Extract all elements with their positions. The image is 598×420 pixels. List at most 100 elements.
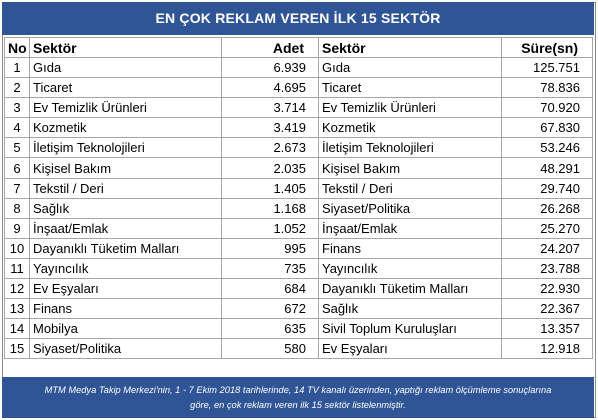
sector-by-duration: İletişim Teknolojileri <box>318 137 502 159</box>
table-row: 11 Yayıncılık 735 Yayıncılık 23.788 <box>4 257 593 280</box>
sector-by-duration: Yayıncılık <box>318 257 502 280</box>
row-no: 14 <box>4 318 30 340</box>
ad-count: 3.714 <box>221 97 319 119</box>
table-row: 10 Dayanıklı Tüketim Malları 995 Finans 24.2… <box>4 237 593 259</box>
ad-count: 6.939 <box>221 56 319 79</box>
sector-by-count: Siyaset/Politika <box>29 338 222 360</box>
ad-count: 1.405 <box>221 177 319 199</box>
row-no: 4 <box>4 117 30 139</box>
sector-by-duration: Sağlık <box>318 298 502 320</box>
table-row: 5 İletişim Teknolojileri 2.673 İletişim Tek… <box>4 137 593 159</box>
sector-by-count: Dayanıklı Tüketim Malları <box>29 237 222 259</box>
sector-by-count: Mobilya <box>29 318 222 340</box>
row-no: 11 <box>4 257 30 280</box>
ad-count: 580 <box>221 338 319 360</box>
ad-count: 1.052 <box>221 217 319 239</box>
sector-by-duration: Tekstil / Deri <box>318 177 502 199</box>
duration-seconds: 25.270 <box>501 217 593 239</box>
ad-count: 684 <box>221 278 319 300</box>
table-row: 8 Sağlık 1.168 Siyaset/Politika 26.268 <box>4 197 593 219</box>
duration-seconds: 78.836 <box>501 77 593 99</box>
duration-seconds: 23.788 <box>501 257 593 280</box>
sector-by-duration: Kozmetik <box>318 117 502 139</box>
duration-seconds: 13.357 <box>501 318 593 340</box>
sector-by-count: Ticaret <box>29 77 222 99</box>
row-no: 7 <box>4 177 30 199</box>
header-no: No <box>4 37 30 58</box>
row-no: 6 <box>4 157 30 179</box>
duration-seconds: 67.830 <box>501 117 593 139</box>
sector-by-count: Yayıncılık <box>29 257 222 280</box>
header-row: No Sektör Adet Sektör Süre(sn) <box>4 37 593 58</box>
table-row: 4 Kozmetik 3.419 Kozmetik 67.830 <box>4 117 593 139</box>
sector-by-count: Sağlık <box>29 197 222 219</box>
header-sector-count: Sektör <box>29 37 222 58</box>
header-duration: Süre(sn) <box>501 37 593 58</box>
duration-seconds: 24.207 <box>501 237 593 259</box>
ad-count: 4.695 <box>221 77 319 99</box>
sector-by-duration: Finans <box>318 237 502 259</box>
sector-by-duration: Ev Temizlik Ürünleri <box>318 97 502 119</box>
duration-seconds: 29.740 <box>501 177 593 199</box>
sector-by-count: Tekstil / Deri <box>29 177 222 199</box>
row-no: 13 <box>4 298 30 320</box>
sector-by-count: Ev Temizlik Ürünleri <box>29 97 222 119</box>
row-no: 3 <box>4 97 30 119</box>
table-row: 15 Siyaset/Politika 580 Ev Eşyaları 12.918 <box>4 338 593 360</box>
sector-by-duration: Siyaset/Politika <box>318 197 502 219</box>
footer-note: MTM Medya Takip Merkezi'nin, 1 - 7 Ekim … <box>2 377 594 418</box>
sector-by-duration: Sivil Toplum Kuruluşları <box>318 318 502 340</box>
duration-seconds: 48.291 <box>501 157 593 179</box>
table-row: 3 Ev Temizlik Ürünleri 3.714 Ev Temizlik Ür… <box>4 97 593 119</box>
row-no: 12 <box>4 278 30 300</box>
duration-seconds: 22.930 <box>501 278 593 300</box>
sector-by-duration: Ev Eşyaları <box>318 338 502 360</box>
sector-by-duration: Ticaret <box>318 77 502 99</box>
table-row: 12 Ev Eşyaları 684 Dayanıklı Tüketim Mallar… <box>4 278 593 300</box>
table-body: 1 Gıda 6.939 Gıda 125.751 2 Ticaret 4.695 Ticare… <box>4 56 593 360</box>
ad-count: 3.419 <box>221 117 319 139</box>
table-row: 6 Kişisel Bakım 2.035 Kişisel Bakım 48.291 <box>4 157 593 179</box>
sector-by-count: Kozmetik <box>29 117 222 139</box>
ad-count: 1.168 <box>221 197 319 219</box>
row-no: 8 <box>4 197 30 219</box>
table-row: 2 Ticaret 4.695 Ticaret 78.836 <box>4 77 593 99</box>
sector-by-duration: Gıda <box>318 56 502 79</box>
table-row: 14 Mobilya 635 Sivil Toplum Kuruluşları 13.3… <box>4 318 593 340</box>
row-no: 2 <box>4 77 30 99</box>
row-no: 10 <box>4 237 30 259</box>
header-sector-duration: Sektör <box>318 37 502 58</box>
row-no: 5 <box>4 137 30 159</box>
footer-line-1: MTM Medya Takip Merkezi'nin, 1 - 7 Ekim … <box>44 385 552 395</box>
sector-by-count: Kişisel Bakım <box>29 157 222 179</box>
duration-seconds: 53.246 <box>501 137 593 159</box>
ad-count: 2.035 <box>221 157 319 179</box>
ad-count: 2.673 <box>221 137 319 159</box>
row-no: 1 <box>4 56 30 79</box>
duration-seconds: 22.367 <box>501 298 593 320</box>
sector-by-duration: Kişisel Bakım <box>318 157 502 179</box>
sector-by-count: İnşaat/Emlak <box>29 217 222 239</box>
footer-line-2: göre, en çok reklam veren ilk 15 sektör … <box>190 400 406 410</box>
duration-seconds: 70.920 <box>501 97 593 119</box>
duration-seconds: 12.918 <box>501 338 593 360</box>
table-row: 9 İnşaat/Emlak 1.052 İnşaat/Emlak 25.270 <box>4 217 593 239</box>
row-no: 15 <box>4 338 30 360</box>
row-no: 9 <box>4 217 30 239</box>
ad-count: 635 <box>221 318 319 340</box>
ad-count: 672 <box>221 298 319 320</box>
sector-by-duration: İnşaat/Emlak <box>318 217 502 239</box>
duration-seconds: 26.268 <box>501 197 593 219</box>
ad-count: 735 <box>221 257 319 280</box>
sector-table: No Sektör Adet Sektör Süre(sn) 1 Gıda 6.93… <box>4 37 593 360</box>
table-title: EN ÇOK REKLAM VEREN İLK 15 SEKTÖR <box>2 2 594 35</box>
sector-by-count: İletişim Teknolojileri <box>29 137 222 159</box>
sector-by-count: Ev Eşyaları <box>29 278 222 300</box>
table-row: 7 Tekstil / Deri 1.405 Tekstil / Deri 29.740 <box>4 177 593 199</box>
sector-by-count: Gıda <box>29 56 222 79</box>
duration-seconds: 125.751 <box>501 56 593 79</box>
sector-by-duration: Dayanıklı Tüketim Malları <box>318 278 502 300</box>
table-row: 13 Finans 672 Sağlık 22.367 <box>4 298 593 320</box>
header-count: Adet <box>221 37 319 58</box>
ad-count: 995 <box>221 237 319 259</box>
